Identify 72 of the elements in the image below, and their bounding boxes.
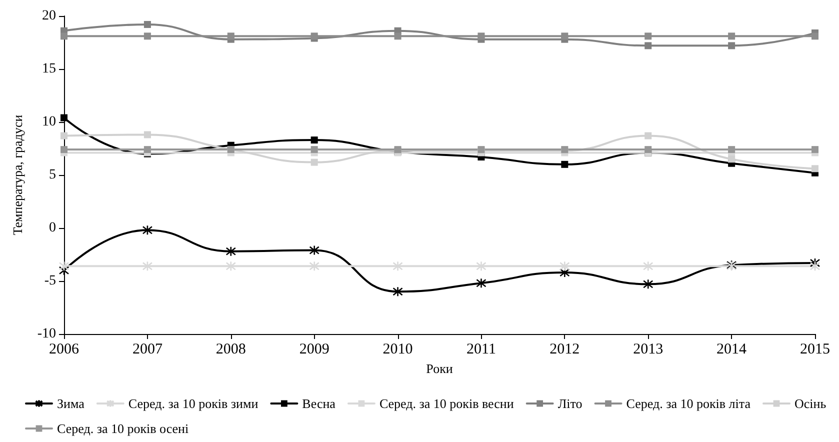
- point: [392, 286, 403, 297]
- y-tick-label: -5: [44, 274, 56, 288]
- x-tick-label: 2013: [633, 342, 664, 358]
- point: [728, 32, 736, 40]
- point: [642, 261, 654, 272]
- legend-label: Серед. за 10 років зими: [128, 396, 258, 411]
- point: [810, 261, 820, 272]
- x-axis-title: Роки: [426, 360, 453, 376]
- y-tick-label: 15: [42, 62, 56, 76]
- point: [58, 261, 70, 272]
- point: [142, 224, 153, 236]
- point: [58, 265, 70, 276]
- point: [60, 114, 68, 122]
- point: [142, 261, 153, 272]
- point: [392, 261, 403, 272]
- x-tick-label: 2009: [299, 342, 330, 358]
- y-axis-title: Температура, градуси: [10, 114, 25, 236]
- x-tick-label: 2014: [716, 342, 748, 358]
- x-tick-label: 2015: [800, 342, 830, 358]
- point: [60, 32, 68, 40]
- point: [728, 146, 736, 154]
- point: [644, 32, 652, 40]
- x-tick-label: 2006: [49, 342, 80, 358]
- point: [812, 32, 818, 40]
- legend-label: Серед. за 10 років весни: [379, 396, 514, 411]
- point: [812, 165, 818, 172]
- legend-label: Весна: [302, 396, 336, 411]
- point: [476, 278, 486, 288]
- point: [227, 32, 234, 40]
- point: [644, 146, 652, 154]
- y-tick-label: 20: [42, 8, 56, 24]
- point: [226, 246, 236, 256]
- x-tick-label: 2007: [132, 342, 163, 358]
- y-tick-label: 0: [49, 220, 56, 236]
- point: [812, 146, 818, 154]
- point: [144, 146, 151, 154]
- point: [310, 146, 318, 154]
- point: [144, 32, 151, 40]
- legend-label: Серед. за 10 років осені: [57, 421, 190, 436]
- point: [60, 132, 68, 140]
- point: [60, 146, 68, 154]
- point: [644, 42, 652, 50]
- point: [728, 156, 736, 163]
- point: [476, 261, 486, 272]
- point: [309, 245, 320, 256]
- point: [560, 267, 570, 278]
- y-tick-label: -10: [37, 326, 56, 342]
- point: [561, 32, 568, 40]
- legend-label: Зима: [57, 396, 85, 411]
- point: [226, 261, 236, 272]
- x-tick-label: 2010: [382, 342, 413, 358]
- point: [310, 136, 318, 144]
- point: [144, 20, 151, 28]
- point: [728, 42, 736, 50]
- y-tick-label: 10: [42, 114, 56, 130]
- point: [478, 32, 485, 40]
- point: [394, 32, 402, 40]
- legend-label: Серед. за 10 років літа: [626, 396, 751, 411]
- point: [560, 261, 570, 272]
- point: [310, 158, 318, 166]
- x-tick-label: 2008: [216, 342, 246, 358]
- x-tick-label: 2011: [466, 342, 496, 358]
- point: [561, 160, 568, 168]
- point: [810, 258, 820, 268]
- x-tick-label: 2012: [550, 342, 580, 358]
- y-tick-label: 5: [49, 168, 56, 182]
- point: [144, 131, 151, 138]
- legend-label: Осінь: [794, 396, 826, 411]
- point: [644, 132, 652, 140]
- point: [309, 261, 320, 272]
- legend-label: Літо: [558, 396, 582, 411]
- point: [642, 279, 654, 290]
